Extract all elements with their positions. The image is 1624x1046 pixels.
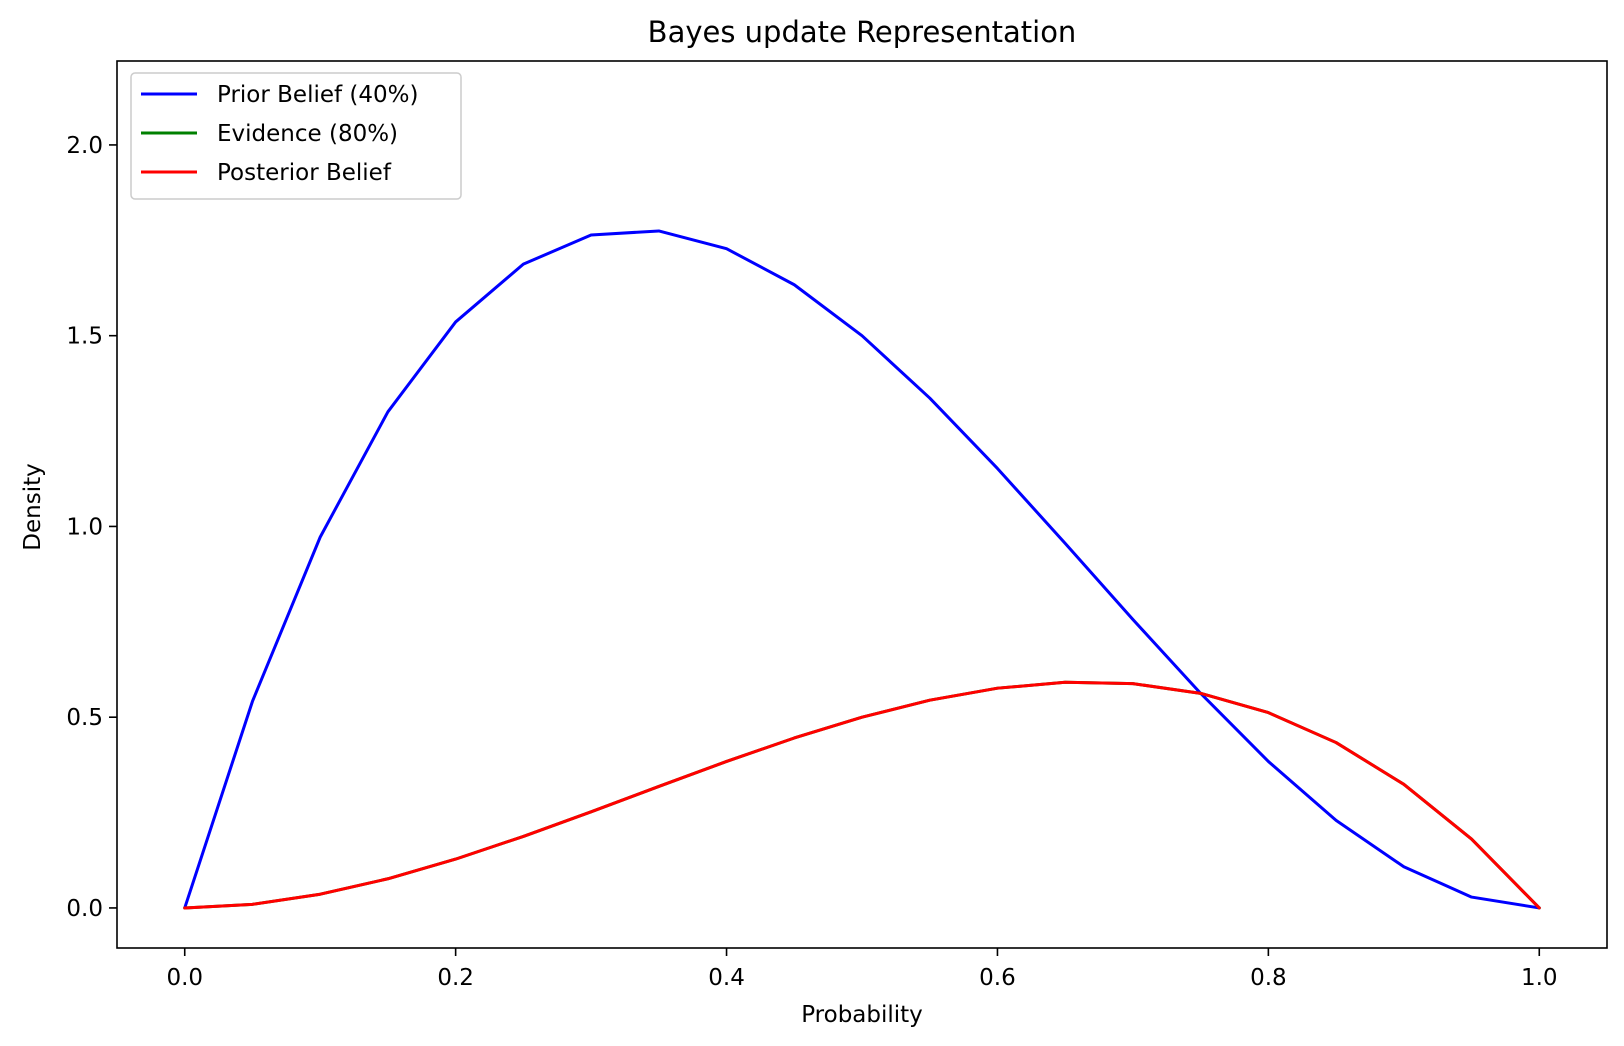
legend-label: Posterior Belief (217, 160, 392, 186)
x-tick-label: 0.0 (166, 965, 203, 991)
y-tick-label: 1.5 (66, 324, 103, 350)
y-axis-label: Density (20, 463, 46, 550)
x-tick-label: 0.8 (1250, 965, 1287, 991)
series-line-0 (183, 229, 1541, 910)
y-tick-label: 2.0 (66, 133, 103, 159)
legend-label: Prior Belief (40%) (217, 82, 419, 108)
y-axis: 0.0 0.5 1.0 1.5 2.0 (66, 133, 117, 922)
x-axis: 0.0 0.2 0.4 0.6 0.8 1.0 (166, 948, 1558, 991)
plot-area (183, 229, 1541, 910)
y-tick-label: 0.0 (66, 896, 103, 922)
x-axis-label: Probability (801, 1002, 923, 1028)
legend-label: Evidence (80%) (217, 121, 398, 147)
x-tick-label: 0.4 (708, 965, 745, 991)
chart-title: Bayes update Representation (648, 15, 1077, 49)
y-tick-label: 0.5 (66, 705, 103, 731)
y-tick-label: 1.0 (66, 514, 103, 540)
series-line-2 (183, 680, 1541, 910)
legend: Prior Belief (40%) Evidence (80%) Posterio… (130, 72, 462, 200)
legend-box (130, 72, 462, 200)
plot-frame (116, 60, 1608, 949)
x-tick-label: 0.6 (979, 965, 1016, 991)
x-tick-label: 0.2 (437, 965, 474, 991)
x-tick-label: 1.0 (1521, 965, 1558, 991)
